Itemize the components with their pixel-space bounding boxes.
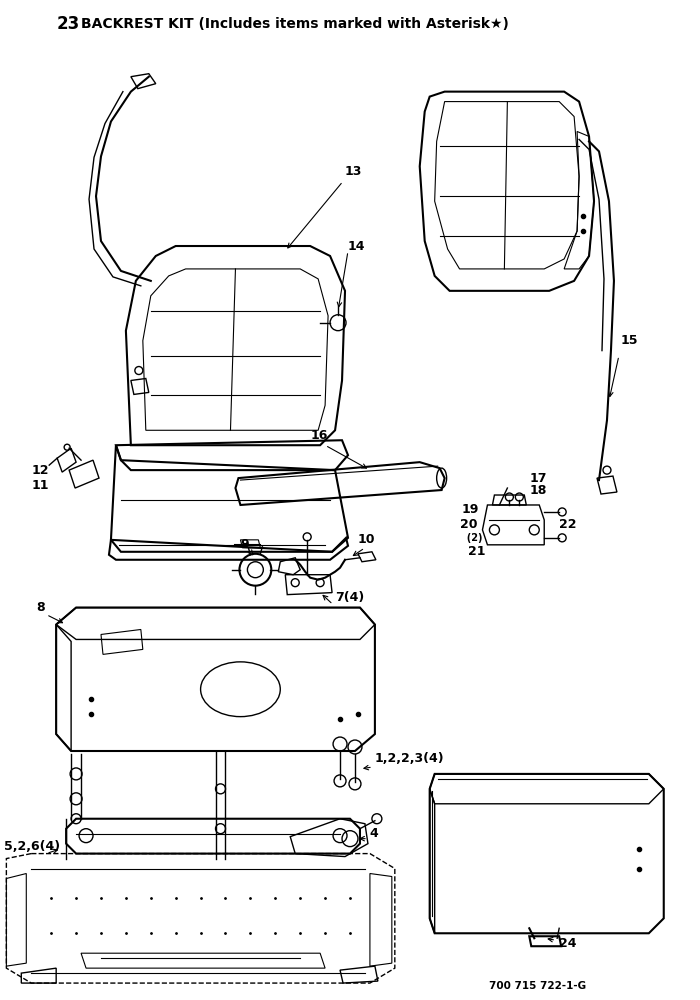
Text: 4: 4 [370,827,379,840]
Text: 15: 15 [621,334,638,347]
Text: 5,2,6(4): 5,2,6(4) [4,840,60,853]
Text: 18: 18 [529,484,547,497]
Text: 19: 19 [461,503,479,516]
Text: 7(4): 7(4) [335,591,364,604]
Text: 24: 24 [559,937,577,950]
Text: (2): (2) [460,533,482,543]
Text: BACKREST KIT (Includes items marked with Asterisk★): BACKREST KIT (Includes items marked with… [81,17,509,31]
Text: 23: 23 [56,15,79,33]
Text: 16: 16 [310,429,328,442]
Text: 700 715 722-1-G: 700 715 722-1-G [489,981,587,991]
Text: 20: 20 [460,518,477,531]
Text: 10: 10 [358,533,375,546]
Text: 13: 13 [345,165,363,178]
Text: 21: 21 [468,545,485,558]
Text: 9: 9 [240,538,249,551]
Text: 17: 17 [529,472,547,485]
Text: 8: 8 [36,601,45,614]
Text: 11: 11 [32,479,49,492]
Text: 22: 22 [559,518,577,531]
Text: 14: 14 [348,240,365,253]
Text: 12: 12 [32,464,49,477]
Text: 1,2,2,3(4): 1,2,2,3(4) [375,752,444,765]
